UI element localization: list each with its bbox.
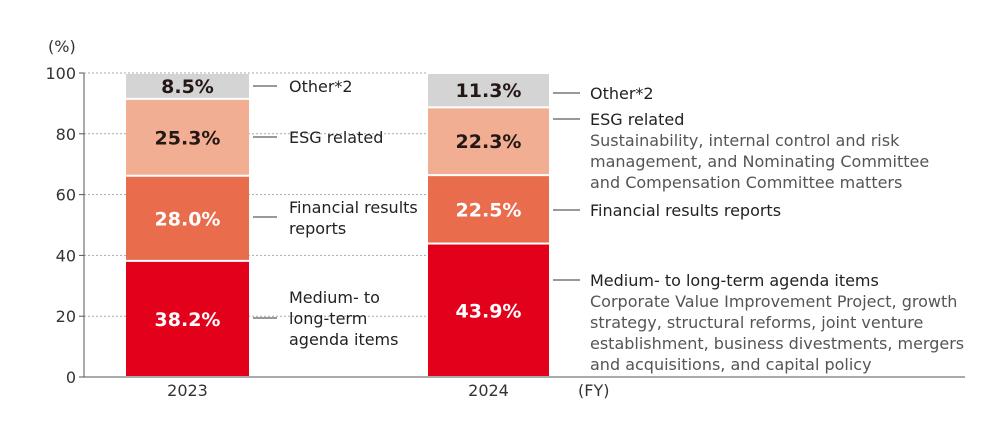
bar-segment (428, 176, 549, 243)
series-annotation: ESG related (289, 128, 383, 147)
data-label: 28.0% (155, 208, 221, 230)
series-description: Sustainability, internal control and ris… (590, 131, 900, 150)
bar-segment (428, 244, 549, 376)
data-label: 38.2% (155, 309, 221, 331)
bar-segment (428, 74, 549, 107)
x-axis-unit-label: (FY) (578, 381, 609, 400)
y-tick-label: 0 (66, 368, 76, 387)
bar-segment (126, 99, 249, 175)
series-annotation: agenda items (289, 330, 398, 349)
series-description: and Compensation Committee matters (590, 173, 902, 192)
bar-segment (428, 108, 549, 175)
bar-segment (126, 261, 249, 376)
y-axis-unit-label: (%) (48, 37, 76, 56)
data-label: 22.5% (456, 199, 522, 221)
series-description: Corporate Value Improvement Project, gro… (590, 292, 957, 311)
series-description: establishment, business divestments, mer… (590, 334, 964, 353)
y-tick-label: 40 (56, 246, 76, 265)
y-tick-label: 20 (56, 307, 76, 326)
series-annotation: Financial results (289, 198, 418, 217)
bar-segment (126, 176, 249, 260)
series-annotation: long-term (289, 309, 367, 328)
data-label: 8.5% (161, 76, 214, 98)
data-label: 43.9% (456, 300, 522, 322)
series-description: strategy, structural reforms, joint vent… (590, 313, 923, 332)
series-annotation: reports (289, 219, 346, 238)
series-annotation: Other*2 (590, 84, 654, 103)
bar-segment (126, 74, 249, 98)
series-annotation: Other*2 (289, 77, 353, 96)
y-tick-label: 80 (56, 125, 76, 144)
series-annotation: Medium- to (289, 288, 380, 307)
series-annotation: ESG related (590, 110, 684, 129)
series-description: management, and Nominating Committee (590, 152, 929, 171)
series-annotation: Medium- to long-term agenda items (590, 271, 879, 290)
data-label: 11.3% (456, 80, 522, 102)
x-tick-label: 2023 (167, 381, 208, 400)
series-description: and acquisitions, and capital policy (590, 355, 872, 374)
data-label: 25.3% (155, 127, 221, 149)
series-annotation: Financial results reports (590, 201, 781, 220)
y-tick-label: 100 (45, 64, 76, 83)
x-tick-label: 2024 (468, 381, 509, 400)
y-tick-label: 60 (56, 186, 76, 205)
data-label: 22.3% (456, 131, 522, 153)
